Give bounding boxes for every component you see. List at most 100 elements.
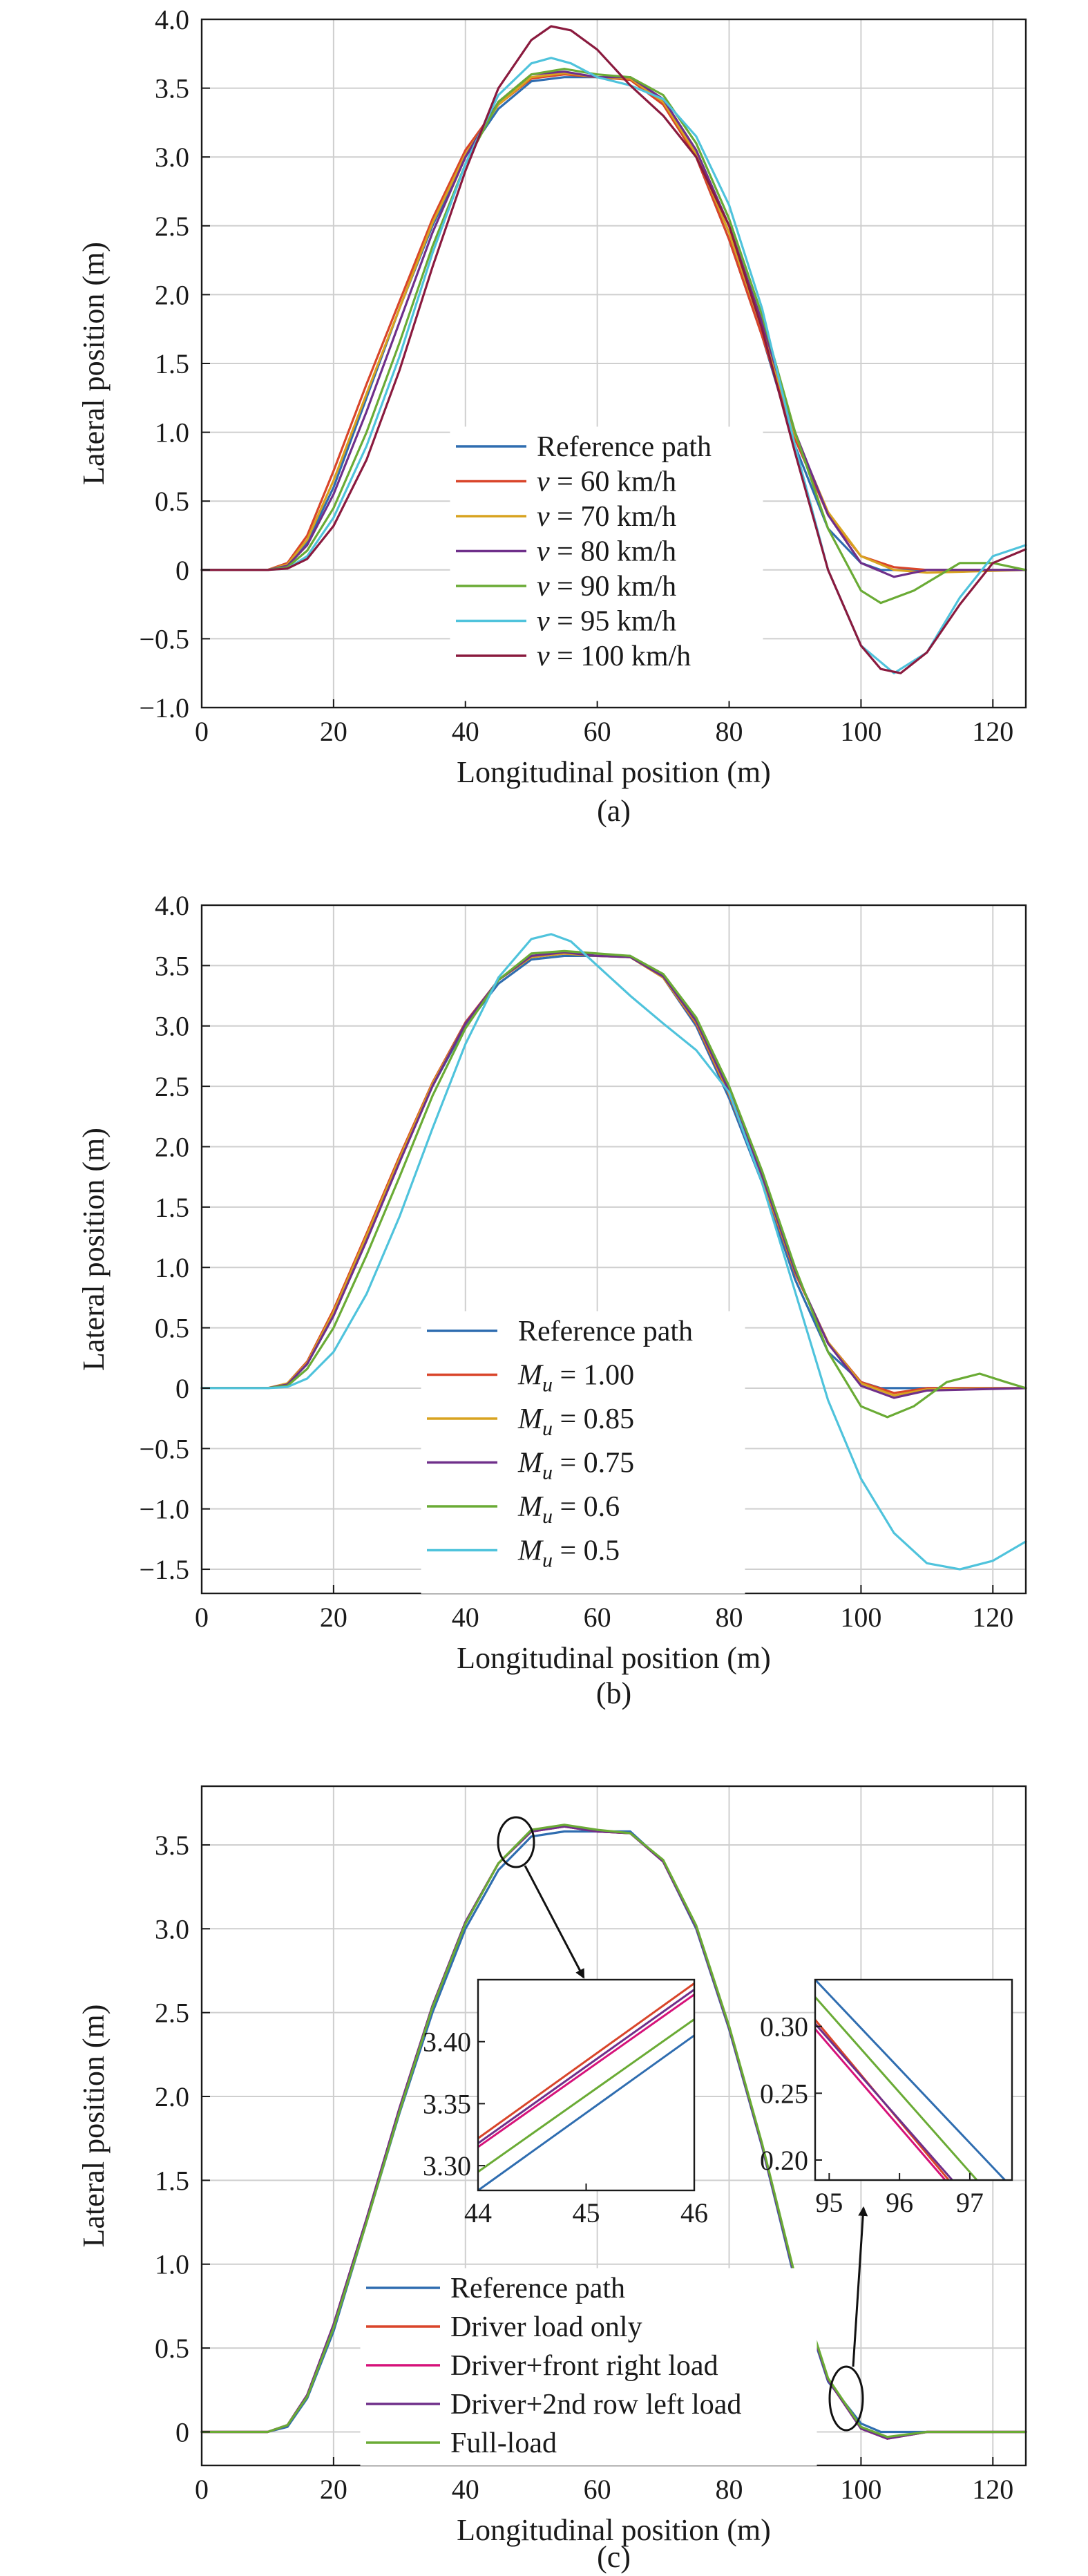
series-line-4 <box>200 70 1027 578</box>
inset-frame <box>814 1978 1013 2181</box>
zoom-ellipse <box>828 2365 864 2432</box>
legend-text: = 0.5 <box>553 1535 620 1567</box>
y-tick-label: 0.5 <box>155 2333 189 2364</box>
x-tick-label: 60 <box>584 1602 611 1633</box>
inset-line-2 <box>478 2018 694 2173</box>
legend-entry: Full-load <box>450 2427 557 2459</box>
panel-label: (c) <box>597 2540 631 2574</box>
legend-subscript: u <box>542 1461 553 1484</box>
legend-subscript: u <box>542 1505 553 1528</box>
legend-entry: v = 100 km/h <box>537 641 691 672</box>
legend-text: Driver+front right load <box>450 2350 718 2382</box>
inset-y-tick-label: 3.30 <box>423 2150 471 2181</box>
legend-entry: Reference path <box>537 431 712 463</box>
inset-x-tick-label: 97 <box>956 2187 984 2218</box>
legend-entry: Driver load only <box>450 2311 642 2343</box>
y-tick-label: 0 <box>175 555 189 586</box>
x-tick-label: 40 <box>452 1602 479 1633</box>
legend-entry: Mu = 0.75 <box>517 1448 634 1484</box>
legend-text: = 90 km/h <box>550 571 677 603</box>
legend-box <box>360 2268 817 2466</box>
inset-x-tick-label: 44 <box>464 2197 492 2228</box>
y-tick-label: 1.0 <box>155 2249 189 2280</box>
x-tick-label: 20 <box>320 716 347 747</box>
y-tick-label: 3.0 <box>155 1011 189 1042</box>
y-axis-label: Lateral position (m) <box>77 242 111 485</box>
legend-text: = 0.85 <box>553 1403 634 1435</box>
x-axis-label: Longitudinal position (m) <box>457 755 771 789</box>
legend-text: = 0.6 <box>553 1491 620 1523</box>
legend-symbol: v <box>537 501 550 533</box>
inset-y-tick-label: 3.40 <box>423 2027 471 2058</box>
series-line-5 <box>200 949 1027 1419</box>
legend-text: Driver+2nd row left load <box>450 2389 741 2421</box>
legend-text: Full-load <box>450 2427 557 2459</box>
legend-symbol: v <box>537 641 550 672</box>
x-tick-label: 0 <box>195 2474 209 2505</box>
y-tick-label: 3.5 <box>155 1830 189 1861</box>
y-tick-label: 0.5 <box>155 486 189 517</box>
inset-line-1 <box>815 1980 1006 2180</box>
x-tick-label: 100 <box>840 716 881 747</box>
legend-entry: v = 90 km/h <box>537 571 676 603</box>
x-tick-label: 120 <box>972 1602 1013 1633</box>
legend-entry: Mu = 0.5 <box>517 1535 620 1572</box>
legend-text: = 1.00 <box>553 1360 634 1392</box>
legend-symbol: M <box>517 1448 544 1479</box>
legend-entry: Driver+front right load <box>450 2350 718 2382</box>
legend-entry: v = 95 km/h <box>537 606 676 638</box>
x-tick-label: 60 <box>584 716 611 747</box>
legend-entry: Reference path <box>450 2273 625 2304</box>
y-tick-label: −1.0 <box>139 692 189 723</box>
legend-symbol: M <box>517 1360 544 1392</box>
legend-text: Reference path <box>537 431 712 463</box>
legend-symbol: v <box>537 536 550 568</box>
x-tick-label: 80 <box>716 2474 743 2505</box>
series-line-4 <box>200 951 1027 1399</box>
y-tick-label: 2.5 <box>155 211 189 242</box>
y-tick-label: 1.5 <box>155 1192 189 1223</box>
legend: Reference path Driver load only Driver+fro… <box>360 2268 817 2466</box>
x-tick-label: 20 <box>320 2474 347 2505</box>
series-line-5 <box>200 68 1027 605</box>
legend-text: = 70 km/h <box>550 501 677 533</box>
y-tick-label: 3.0 <box>155 1913 189 1944</box>
y-tick-label: 2.5 <box>155 1998 189 2029</box>
y-tick-label: 4.0 <box>155 4 189 35</box>
legend-text: Reference path <box>450 2273 625 2304</box>
y-tick-label: 2.0 <box>155 2081 189 2112</box>
y-tick-label: 2.0 <box>155 1131 189 1162</box>
legend-subscript: u <box>542 1417 553 1440</box>
y-tick-label: 2.0 <box>155 279 189 310</box>
legend-symbol: v <box>537 466 550 498</box>
legend-entry: Driver+2nd row left load <box>450 2389 741 2421</box>
y-tick-label: 3.5 <box>155 950 189 981</box>
y-tick-label: 1.0 <box>155 417 189 448</box>
inset-line-1 <box>478 2034 694 2190</box>
x-tick-label: 0 <box>195 716 209 747</box>
x-tick-label: 60 <box>584 2474 611 2505</box>
y-tick-label: −1.0 <box>139 1494 189 1525</box>
inset-2: 95 96 97 0.20 0.25 0.30 <box>760 1978 1013 2218</box>
legend-symbol: M <box>517 1403 544 1435</box>
legend-entry: v = 60 km/h <box>537 466 676 498</box>
x-axis-label: Longitudinal position (m) <box>457 2513 771 2547</box>
zoom-ellipse <box>497 1816 535 1868</box>
y-tick-label: 2.5 <box>155 1071 189 1102</box>
legend-subscript: u <box>542 1374 553 1396</box>
x-tick-label: 100 <box>840 2474 881 2505</box>
zoom-arrow <box>524 1865 585 1979</box>
inset-y-tick-label: 0.25 <box>760 2078 808 2109</box>
legend-text: = 100 km/h <box>550 641 691 672</box>
x-tick-label: 0 <box>195 1602 209 1633</box>
y-axis-label: Lateral position (m) <box>77 1128 111 1371</box>
chart-panel-3: 0 20 40 60 80 100 120 0 0.5 1.0 1.5 2.0 2.5 3.0 3.5 Lon… <box>77 1785 1027 2574</box>
y-tick-label: 1.5 <box>155 348 189 379</box>
inset-1: 44 45 46 3.30 3.35 3.40 <box>423 1978 708 2228</box>
inset-line-3 <box>478 1993 694 2148</box>
y-tick-label: 1.0 <box>155 1252 189 1283</box>
legend-symbol: M <box>517 1535 544 1567</box>
series-line-6 <box>200 57 1027 674</box>
